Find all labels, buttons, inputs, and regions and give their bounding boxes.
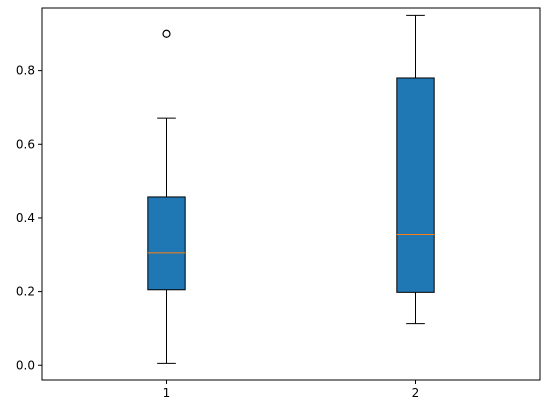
y-tick-label: 0.2 xyxy=(16,285,35,299)
y-tick-label: 0.6 xyxy=(16,137,35,151)
box-1 xyxy=(147,29,186,364)
x-tick-label: 1 xyxy=(163,386,171,400)
outlier-point xyxy=(162,29,171,38)
y-tick-label: 0.8 xyxy=(16,64,35,78)
x-tick-label: 2 xyxy=(412,386,420,400)
y-tick-label: 0.0 xyxy=(16,358,35,372)
y-axis: 0.0 0.2 0.4 0.6 0.8 xyxy=(16,64,42,372)
plot-area xyxy=(147,14,435,364)
iqr-box xyxy=(396,77,435,293)
y-tick-label: 0.4 xyxy=(16,211,35,225)
box-2 xyxy=(396,14,435,325)
iqr-box xyxy=(147,196,186,291)
axes-frame xyxy=(41,7,541,381)
